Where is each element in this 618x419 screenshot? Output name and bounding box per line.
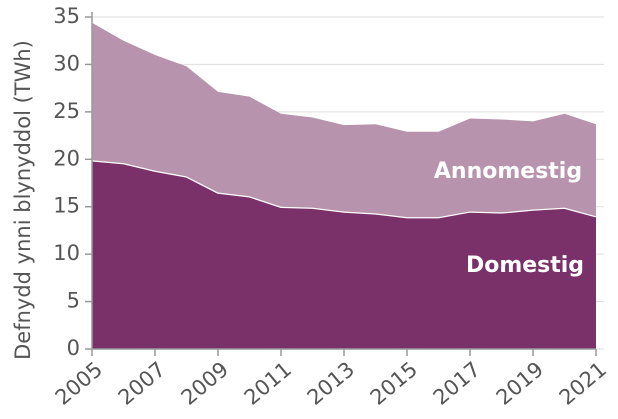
y-axis-label: Defnydd ynni blynyddol (TWh)	[11, 40, 35, 360]
x-tick-label: 2015	[366, 357, 422, 410]
y-tick-label: 10	[53, 241, 80, 265]
y-tick-label: 15	[53, 194, 80, 218]
x-tick-label: 2007	[114, 357, 170, 410]
y-tick-label: 25	[53, 99, 80, 123]
y-tick-label: 30	[53, 51, 80, 75]
y-tick-label: 0	[67, 336, 80, 360]
y-tick-label: 5	[67, 289, 80, 313]
x-tick-label: 2013	[303, 357, 359, 410]
x-tick-label: 2017	[429, 357, 485, 410]
x-tick-label: 2021	[555, 357, 611, 410]
y-tick-label: 35	[53, 4, 80, 28]
x-tick-label: 2019	[492, 357, 548, 410]
x-tick-label: 2011	[240, 357, 296, 410]
y-tick-label: 20	[53, 146, 80, 170]
area	[92, 22, 596, 218]
x-tick-label: 2009	[177, 357, 233, 410]
x-tick-label: 2005	[51, 357, 107, 410]
series-label: Annomestig	[434, 159, 582, 184]
area	[92, 160, 596, 349]
series-label: Domestig	[466, 253, 584, 278]
